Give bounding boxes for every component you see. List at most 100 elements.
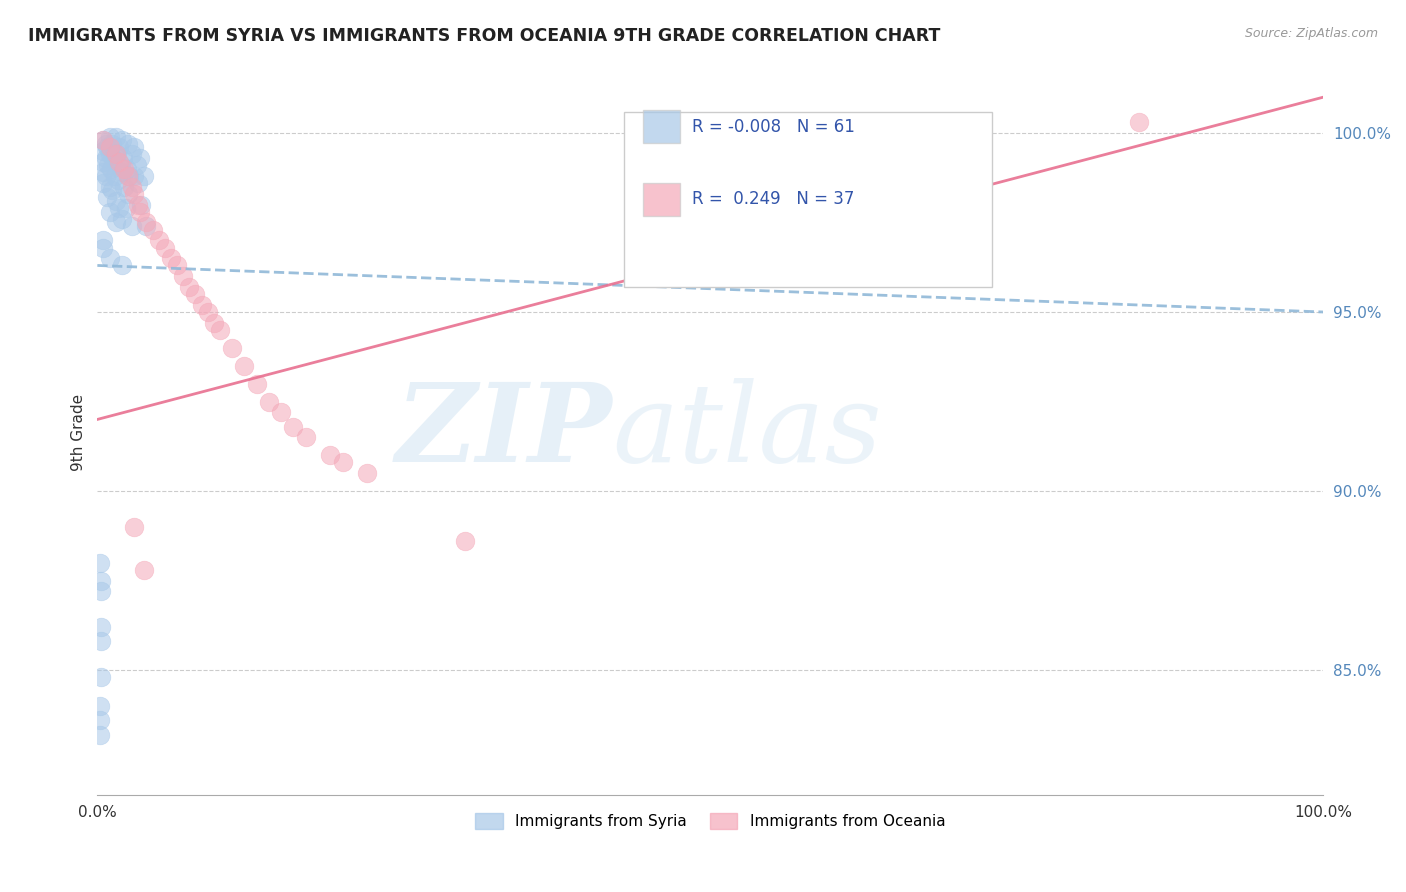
Legend: Immigrants from Syria, Immigrants from Oceania: Immigrants from Syria, Immigrants from O… [470, 806, 952, 835]
Point [103, 151, 125, 165]
Text: ZIP: ZIP [395, 378, 612, 486]
Point [122, 169, 145, 183]
Point [93, 165, 115, 179]
Point [141, 222, 163, 236]
Point [112, 179, 135, 194]
Point [100, 161, 122, 176]
Point [107, 172, 129, 186]
Point [233, 359, 256, 373]
Point [179, 280, 201, 294]
Point [89, 556, 111, 570]
Point [93, 144, 115, 158]
Point [94, 136, 117, 151]
Point [89, 727, 111, 741]
Point [94, 151, 117, 165]
Point [121, 179, 143, 194]
Point [90, 574, 112, 588]
Point [190, 298, 212, 312]
Point [93, 241, 115, 255]
FancyBboxPatch shape [643, 111, 679, 143]
Point [166, 259, 188, 273]
Point [108, 201, 131, 215]
FancyBboxPatch shape [643, 183, 679, 216]
FancyBboxPatch shape [624, 112, 993, 286]
Point [148, 233, 170, 247]
Point [101, 183, 124, 197]
Point [132, 563, 155, 577]
Point [104, 215, 127, 229]
Point [93, 233, 115, 247]
Point [122, 520, 145, 534]
Point [111, 259, 134, 273]
Point [332, 455, 354, 469]
Point [112, 151, 135, 165]
Point [89, 713, 111, 727]
Point [111, 165, 134, 179]
Point [135, 219, 157, 233]
Point [115, 161, 138, 176]
Point [98, 140, 121, 154]
Text: atlas: atlas [612, 378, 882, 486]
Point [122, 186, 145, 201]
Point [131, 197, 153, 211]
Point [93, 133, 115, 147]
Point [110, 158, 132, 172]
Text: Source: ZipAtlas.com: Source: ZipAtlas.com [1244, 27, 1378, 40]
Point [257, 394, 280, 409]
Point [101, 136, 124, 151]
Point [103, 169, 125, 183]
Point [98, 147, 121, 161]
Point [356, 466, 378, 480]
Point [127, 197, 149, 211]
Point [98, 252, 121, 266]
Point [104, 129, 127, 144]
Point [319, 448, 342, 462]
Point [111, 133, 134, 147]
Point [90, 620, 112, 634]
Point [104, 194, 127, 208]
Point [1128, 115, 1150, 129]
Point [129, 204, 152, 219]
Y-axis label: 9th Grade: 9th Grade [72, 393, 86, 470]
Point [108, 140, 131, 154]
Point [93, 176, 115, 190]
Point [153, 241, 176, 255]
Point [270, 405, 292, 419]
Point [122, 140, 145, 154]
Point [127, 176, 149, 190]
Point [89, 698, 111, 713]
Point [98, 179, 121, 194]
Text: R =  0.249   N = 37: R = 0.249 N = 37 [692, 190, 855, 209]
Point [121, 147, 143, 161]
Point [96, 190, 118, 204]
Point [135, 215, 157, 229]
Point [114, 201, 136, 215]
Point [129, 151, 152, 165]
Point [221, 341, 243, 355]
Point [94, 169, 117, 183]
Point [117, 136, 139, 151]
Point [208, 323, 231, 337]
Point [98, 204, 121, 219]
Point [111, 211, 134, 226]
Point [112, 161, 135, 176]
Point [96, 140, 118, 154]
Point [117, 169, 139, 183]
Point [93, 133, 115, 147]
Point [202, 316, 225, 330]
Point [184, 287, 207, 301]
Point [93, 154, 115, 169]
Point [172, 269, 194, 284]
Point [197, 305, 219, 319]
Point [90, 670, 112, 684]
Point [454, 534, 477, 549]
Point [160, 252, 183, 266]
Text: R = -0.008   N = 61: R = -0.008 N = 61 [692, 118, 855, 136]
Point [246, 376, 269, 391]
Point [98, 129, 121, 144]
Text: IMMIGRANTS FROM SYRIA VS IMMIGRANTS FROM OCEANIA 9TH GRADE CORRELATION CHART: IMMIGRANTS FROM SYRIA VS IMMIGRANTS FROM… [28, 27, 941, 45]
Point [121, 219, 143, 233]
Point [283, 419, 305, 434]
Point [90, 634, 112, 648]
Point [132, 169, 155, 183]
